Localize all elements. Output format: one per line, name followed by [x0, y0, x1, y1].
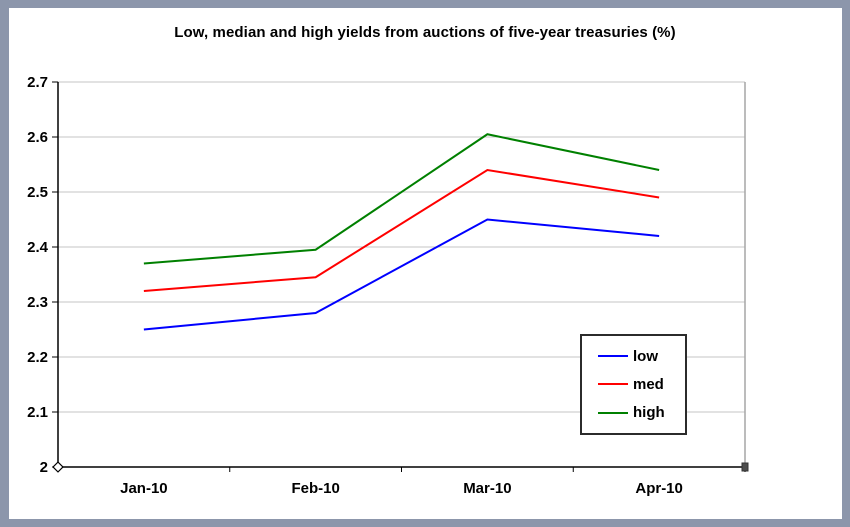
- legend-label-low: low: [633, 347, 658, 365]
- axis-end-marker-right: [741, 462, 749, 472]
- y-tick-label: 2.4: [27, 239, 49, 256]
- y-tick-label: 2.7: [27, 74, 48, 91]
- y-tick-label: 2.2: [27, 349, 48, 366]
- legend-label-med: med: [633, 375, 664, 393]
- x-tick-label: Mar-10: [463, 480, 511, 497]
- legend-line-sample-low: [598, 355, 628, 358]
- legend-entry-high: high: [598, 405, 681, 420]
- axis-end-marker-left: [52, 461, 64, 473]
- legend-entry-low: low: [598, 349, 681, 364]
- series-line-high: [143, 133, 660, 265]
- chart-title: Low, median and high yields from auction…: [174, 24, 676, 41]
- x-tick-label: Feb-10: [291, 480, 339, 497]
- legend-label-high: high: [633, 404, 665, 422]
- series-line-med: [143, 168, 660, 292]
- x-tick-label: Apr-10: [635, 480, 683, 497]
- legend-line-sample-med: [598, 383, 628, 386]
- y-tick-label: 2.1: [27, 404, 48, 421]
- y-tick-label: 2.3: [27, 294, 48, 311]
- series-line-low: [143, 218, 660, 331]
- legend: low med high: [580, 334, 687, 435]
- legend-line-sample-high: [598, 411, 628, 414]
- x-tick-label: Jan-10: [120, 480, 168, 497]
- y-tick-label: 2.5: [27, 184, 48, 201]
- y-tick-label: 2: [40, 459, 48, 476]
- legend-entry-med: med: [598, 377, 681, 392]
- y-tick-label: 2.6: [27, 129, 48, 146]
